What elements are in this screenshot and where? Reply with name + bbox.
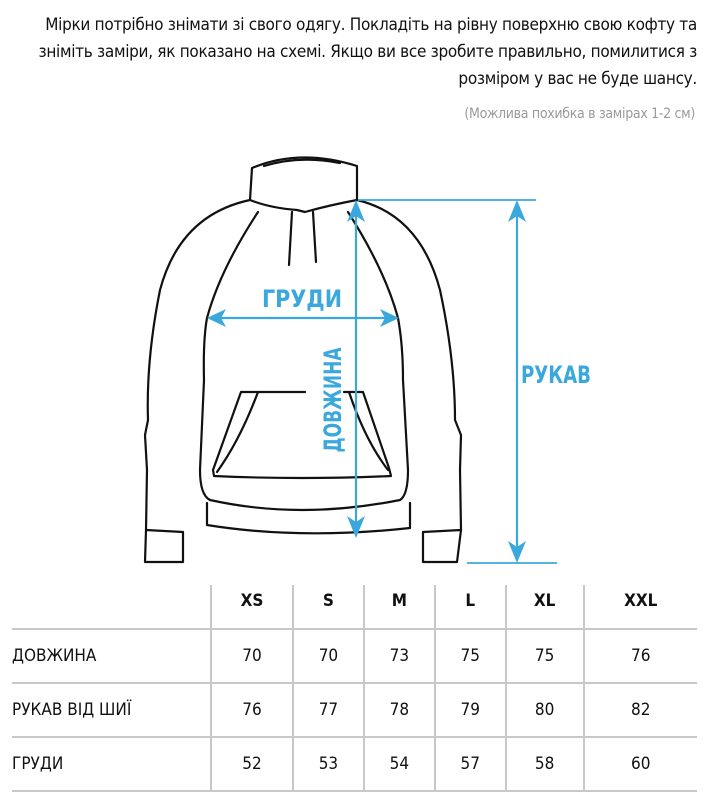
cell: 58 [504, 737, 584, 791]
sleeve-label: РУКАВ [521, 361, 591, 389]
cell: 75 [433, 629, 506, 683]
header-cell: S [291, 585, 364, 629]
cell: 75 [504, 629, 584, 683]
row-label: ДОВЖИНА [12, 646, 97, 666]
row-label: РУКАВ ВІД ШИЇ [12, 700, 132, 720]
table-row: РУКАВ ВІД ШИЇ 76 77 78 79 80 82 [12, 683, 697, 737]
header-cell [12, 585, 211, 629]
cell: 73 [362, 629, 435, 683]
cell: 80 [504, 683, 584, 737]
cell: 52 [210, 737, 293, 791]
chest-label: ГРУДИ [262, 285, 342, 313]
cell: 70 [210, 629, 293, 683]
cell: 54 [362, 737, 435, 791]
intro-text: Мірки потрібно знімати зі свого одягу. П… [38, 15, 698, 89]
header-cell: XXL [582, 585, 697, 629]
cell: 78 [362, 683, 435, 737]
cell: 60 [582, 737, 697, 791]
header-cell: M [362, 585, 435, 629]
cell: 76 [582, 629, 697, 683]
cell: 76 [210, 683, 293, 737]
cell: 79 [433, 683, 506, 737]
cell: 57 [433, 737, 506, 791]
row-label: ГРУДИ [12, 754, 64, 774]
hoodie-outline [143, 156, 463, 564]
hoodie-diagram: ГРУДИ РУКАВ ДОВЖИНА [143, 156, 591, 564]
measurement-arrows [207, 199, 557, 564]
cell: 77 [291, 683, 364, 737]
table-header-row: XS S M L XL XXL [12, 585, 697, 629]
cell: 53 [291, 737, 364, 791]
header-cell: L [433, 585, 506, 629]
measurement-error-note: (Можлива похибка в замірах 1-2 см) [464, 106, 695, 122]
table-row: ГРУДИ 52 53 54 57 58 60 [12, 737, 697, 791]
cell: 82 [582, 683, 697, 737]
header-cell: XL [504, 585, 584, 629]
table-row: ДОВЖИНА 70 70 73 75 75 76 [12, 629, 697, 683]
length-label: ДОВЖИНА [319, 347, 347, 452]
size-table: XS S M L XL XXL ДОВЖИНА 70 70 73 75 75 7… [12, 585, 697, 792]
cell: 70 [291, 629, 364, 683]
header-cell: XS [210, 585, 293, 629]
